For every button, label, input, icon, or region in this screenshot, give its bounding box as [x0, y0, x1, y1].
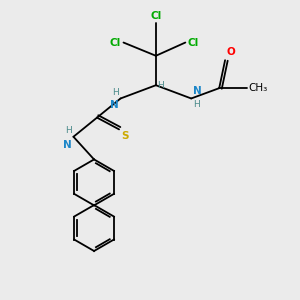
Text: Cl: Cl: [110, 38, 121, 47]
Text: N: N: [193, 85, 201, 95]
Text: S: S: [122, 131, 129, 141]
Text: Cl: Cl: [188, 38, 199, 47]
Text: H: H: [65, 126, 72, 135]
Text: Cl: Cl: [150, 11, 161, 21]
Text: O: O: [226, 47, 235, 57]
Text: N: N: [110, 100, 119, 110]
Text: N: N: [63, 140, 72, 150]
Text: H: H: [112, 88, 119, 97]
Text: H: H: [158, 81, 164, 90]
Text: H: H: [193, 100, 200, 109]
Text: CH₃: CH₃: [249, 83, 268, 93]
